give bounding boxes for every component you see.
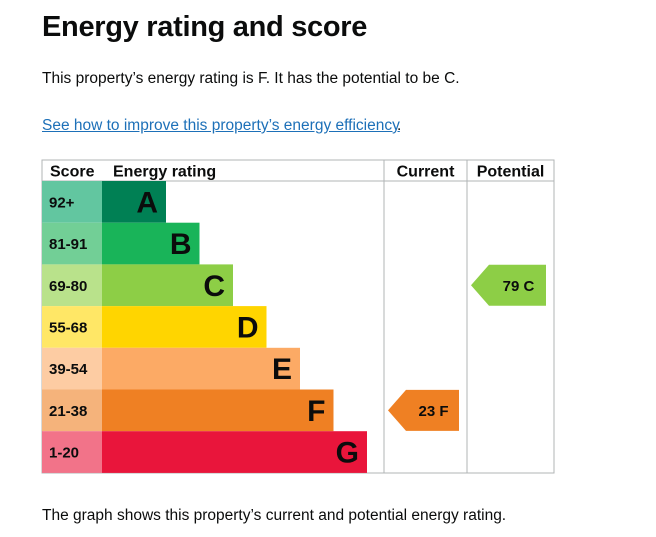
rating-bar-c — [102, 264, 233, 307]
improve-efficiency-link[interactable]: See how to improve this property’s energ… — [42, 117, 400, 134]
chart-caption: The graph shows this property’s current … — [42, 507, 507, 524]
current-rating-label: 23 F — [418, 403, 448, 420]
rating-bar-f — [102, 389, 334, 432]
score-cell-a — [42, 181, 102, 223]
rating-letter-b: B — [170, 228, 192, 261]
score-label-a: 92+ — [49, 194, 75, 211]
rating-letter-g: G — [336, 437, 359, 470]
rating-summary: This property’s energy rating is F. It h… — [42, 70, 460, 87]
rating-bar-b — [102, 222, 200, 265]
rating-letter-f: F — [307, 395, 325, 428]
link-full-stop: . — [397, 117, 402, 134]
potential-rating-label: 79 C — [503, 278, 535, 295]
score-cell-d — [42, 306, 102, 348]
score-label-f: 21-38 — [49, 403, 87, 420]
rating-letter-d: D — [237, 311, 259, 344]
page-title: Energy rating and score — [42, 11, 368, 43]
rating-letter-a: A — [136, 186, 158, 219]
score-label-c: 69-80 — [49, 278, 87, 295]
score-cell-c — [42, 264, 102, 307]
score-label-e: 39-54 — [49, 361, 88, 378]
score-cell-f — [42, 389, 102, 432]
rating-letter-e: E — [272, 353, 292, 386]
potential-column-header: Potential — [477, 164, 545, 181]
score-cell-b — [42, 222, 102, 265]
rating-bar-a — [102, 181, 166, 223]
rating-column-header: Energy rating — [113, 164, 216, 181]
score-label-b: 81-91 — [49, 236, 87, 253]
score-cell-g — [42, 431, 102, 473]
score-cell-e — [42, 347, 102, 390]
rating-bar-g — [102, 431, 367, 473]
current-column-header: Current — [397, 164, 455, 181]
rating-bar-e — [102, 347, 300, 390]
rating-letter-c: C — [203, 270, 225, 303]
rating-bar-d — [102, 306, 267, 348]
score-column-header: Score — [50, 164, 95, 181]
current-rating-arrow — [388, 389, 459, 431]
potential-rating-arrow — [471, 264, 546, 306]
score-label-g: 1-20 — [49, 445, 79, 462]
score-label-d: 55-68 — [49, 319, 87, 336]
